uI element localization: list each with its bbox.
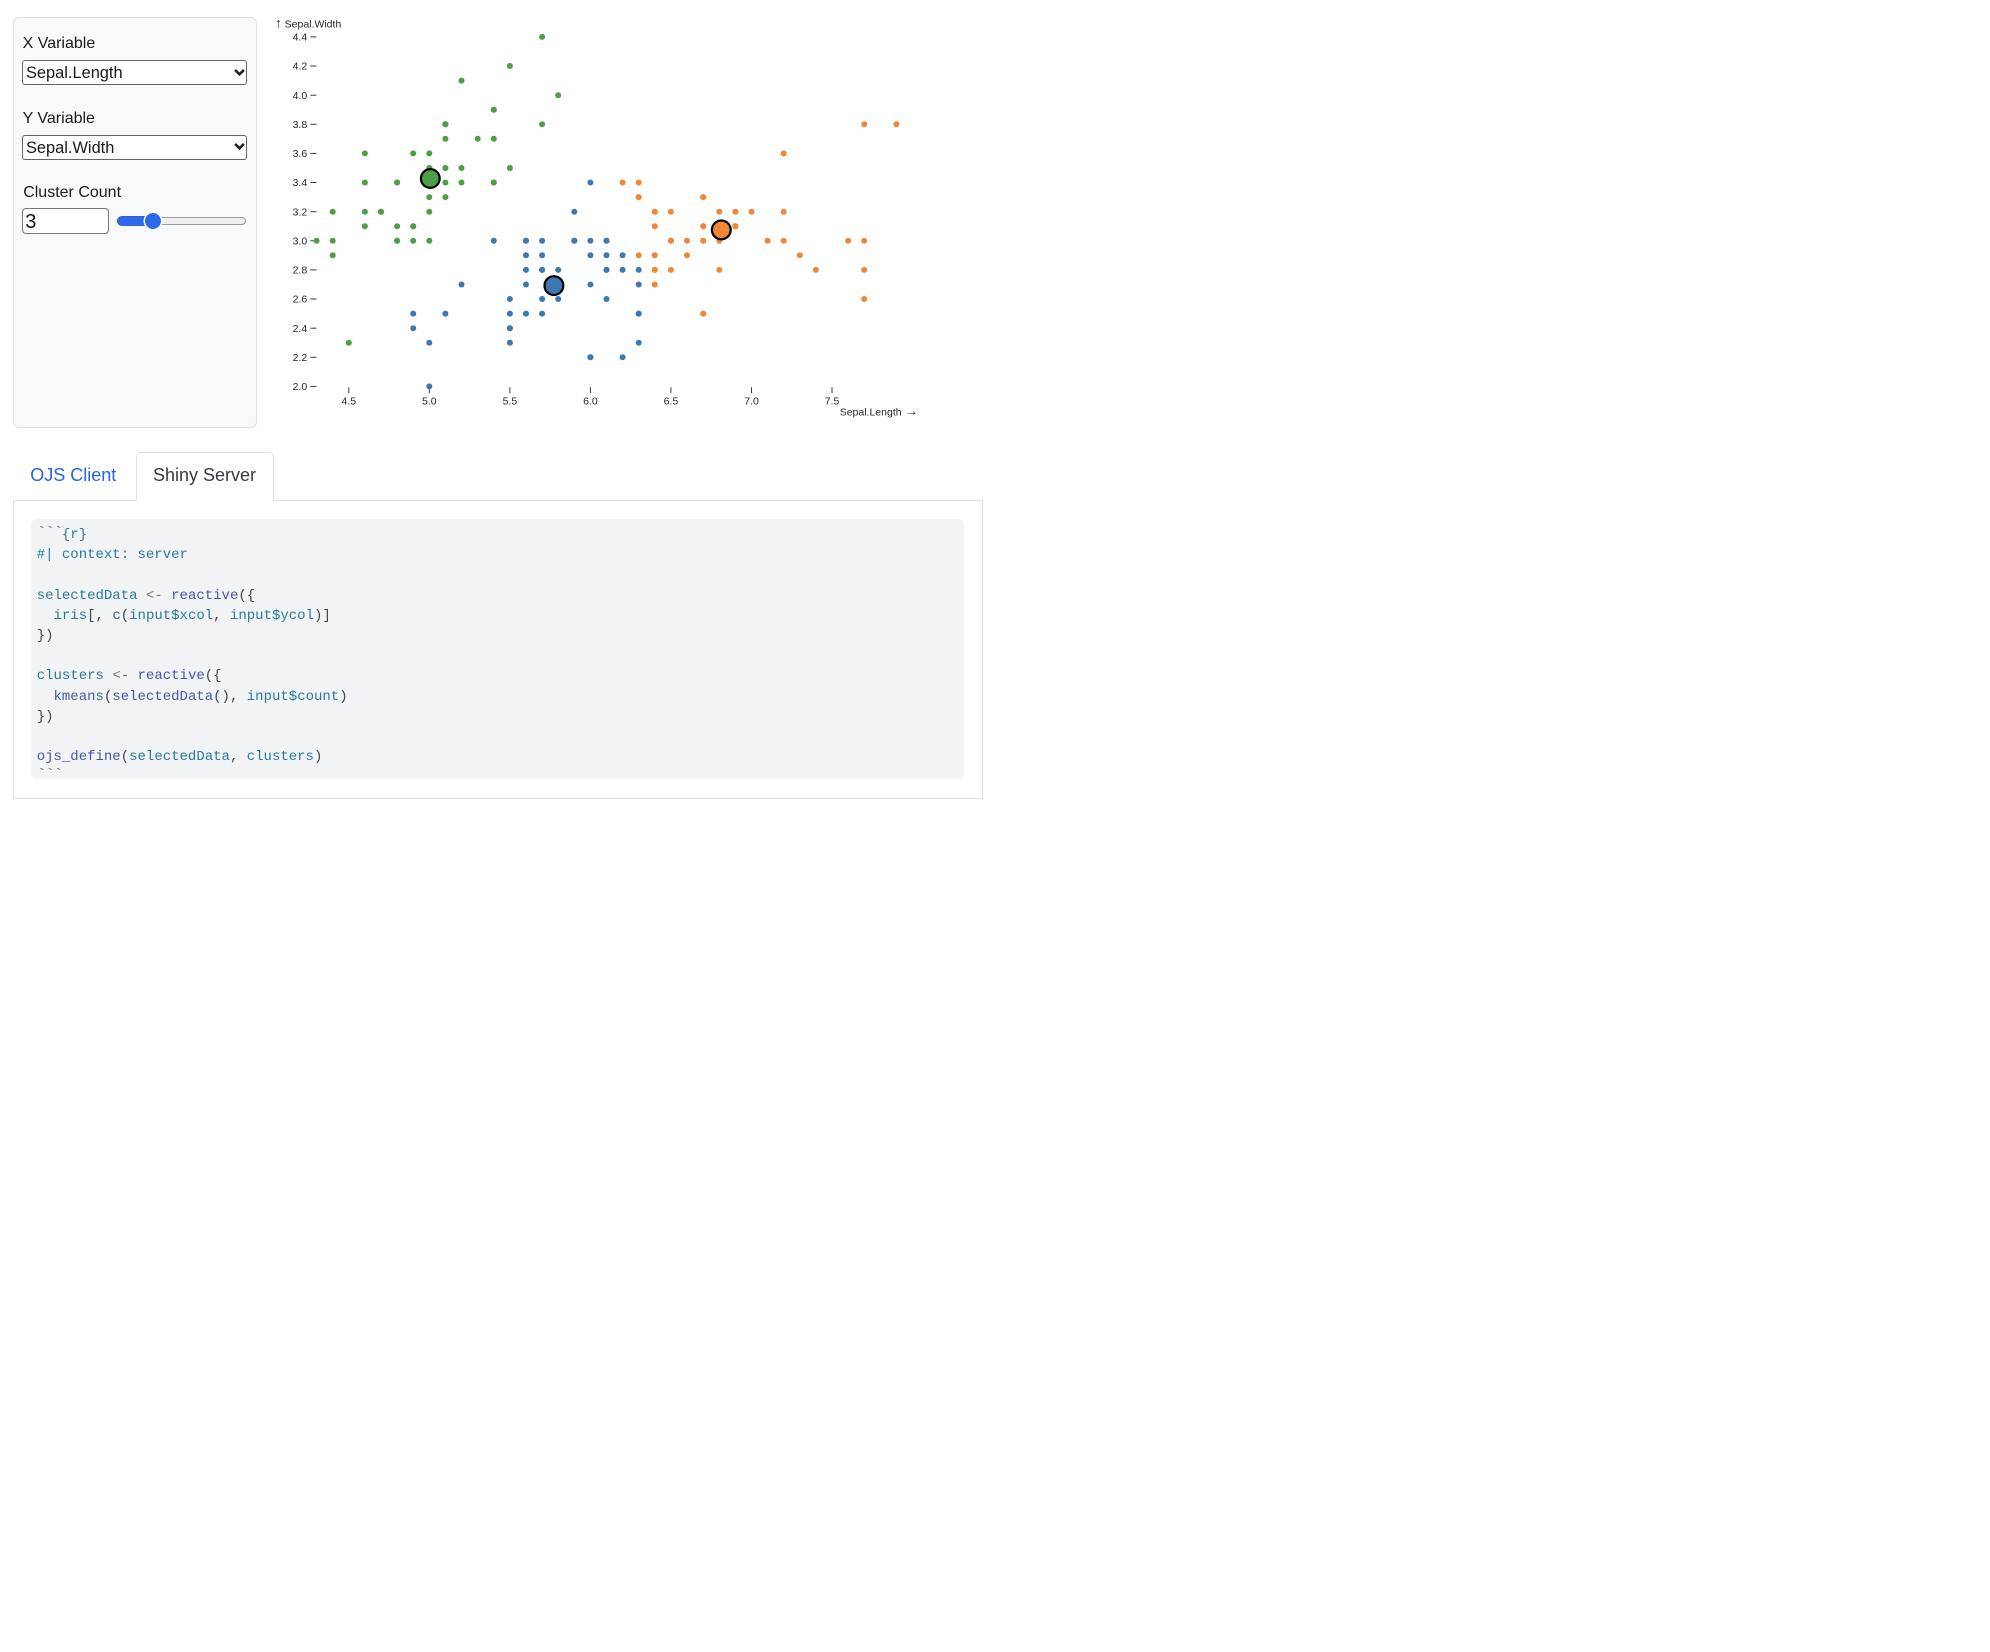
svg-text:↑ Sepal.Width: ↑ Sepal.Width (277, 16, 341, 31)
svg-text:Sepal.Length →: Sepal.Length → (839, 403, 917, 418)
svg-text:3.0: 3.0 (292, 235, 307, 247)
svg-text:2.0: 2.0 (292, 381, 307, 393)
svg-text:3.6: 3.6 (292, 148, 307, 160)
svg-text:4.5: 4.5 (341, 396, 356, 408)
svg-text:2.6: 2.6 (292, 294, 307, 306)
svg-text:3.8: 3.8 (292, 119, 307, 131)
svg-text:3.4: 3.4 (292, 177, 307, 189)
svg-text:4.2: 4.2 (292, 61, 307, 73)
svg-text:5.0: 5.0 (421, 396, 436, 408)
svg-text:5.5: 5.5 (502, 396, 517, 408)
svg-text:2.4: 2.4 (292, 323, 307, 335)
svg-text:4.0: 4.0 (292, 90, 307, 102)
svg-text:7.0: 7.0 (744, 396, 759, 408)
svg-text:6.5: 6.5 (663, 396, 678, 408)
svg-text:6.0: 6.0 (583, 396, 598, 408)
svg-text:2.8: 2.8 (292, 265, 307, 277)
svg-text:3.2: 3.2 (292, 206, 307, 218)
svg-text:4.4: 4.4 (292, 32, 307, 44)
svg-text:2.2: 2.2 (292, 352, 307, 364)
svg-text:7.5: 7.5 (824, 396, 839, 408)
